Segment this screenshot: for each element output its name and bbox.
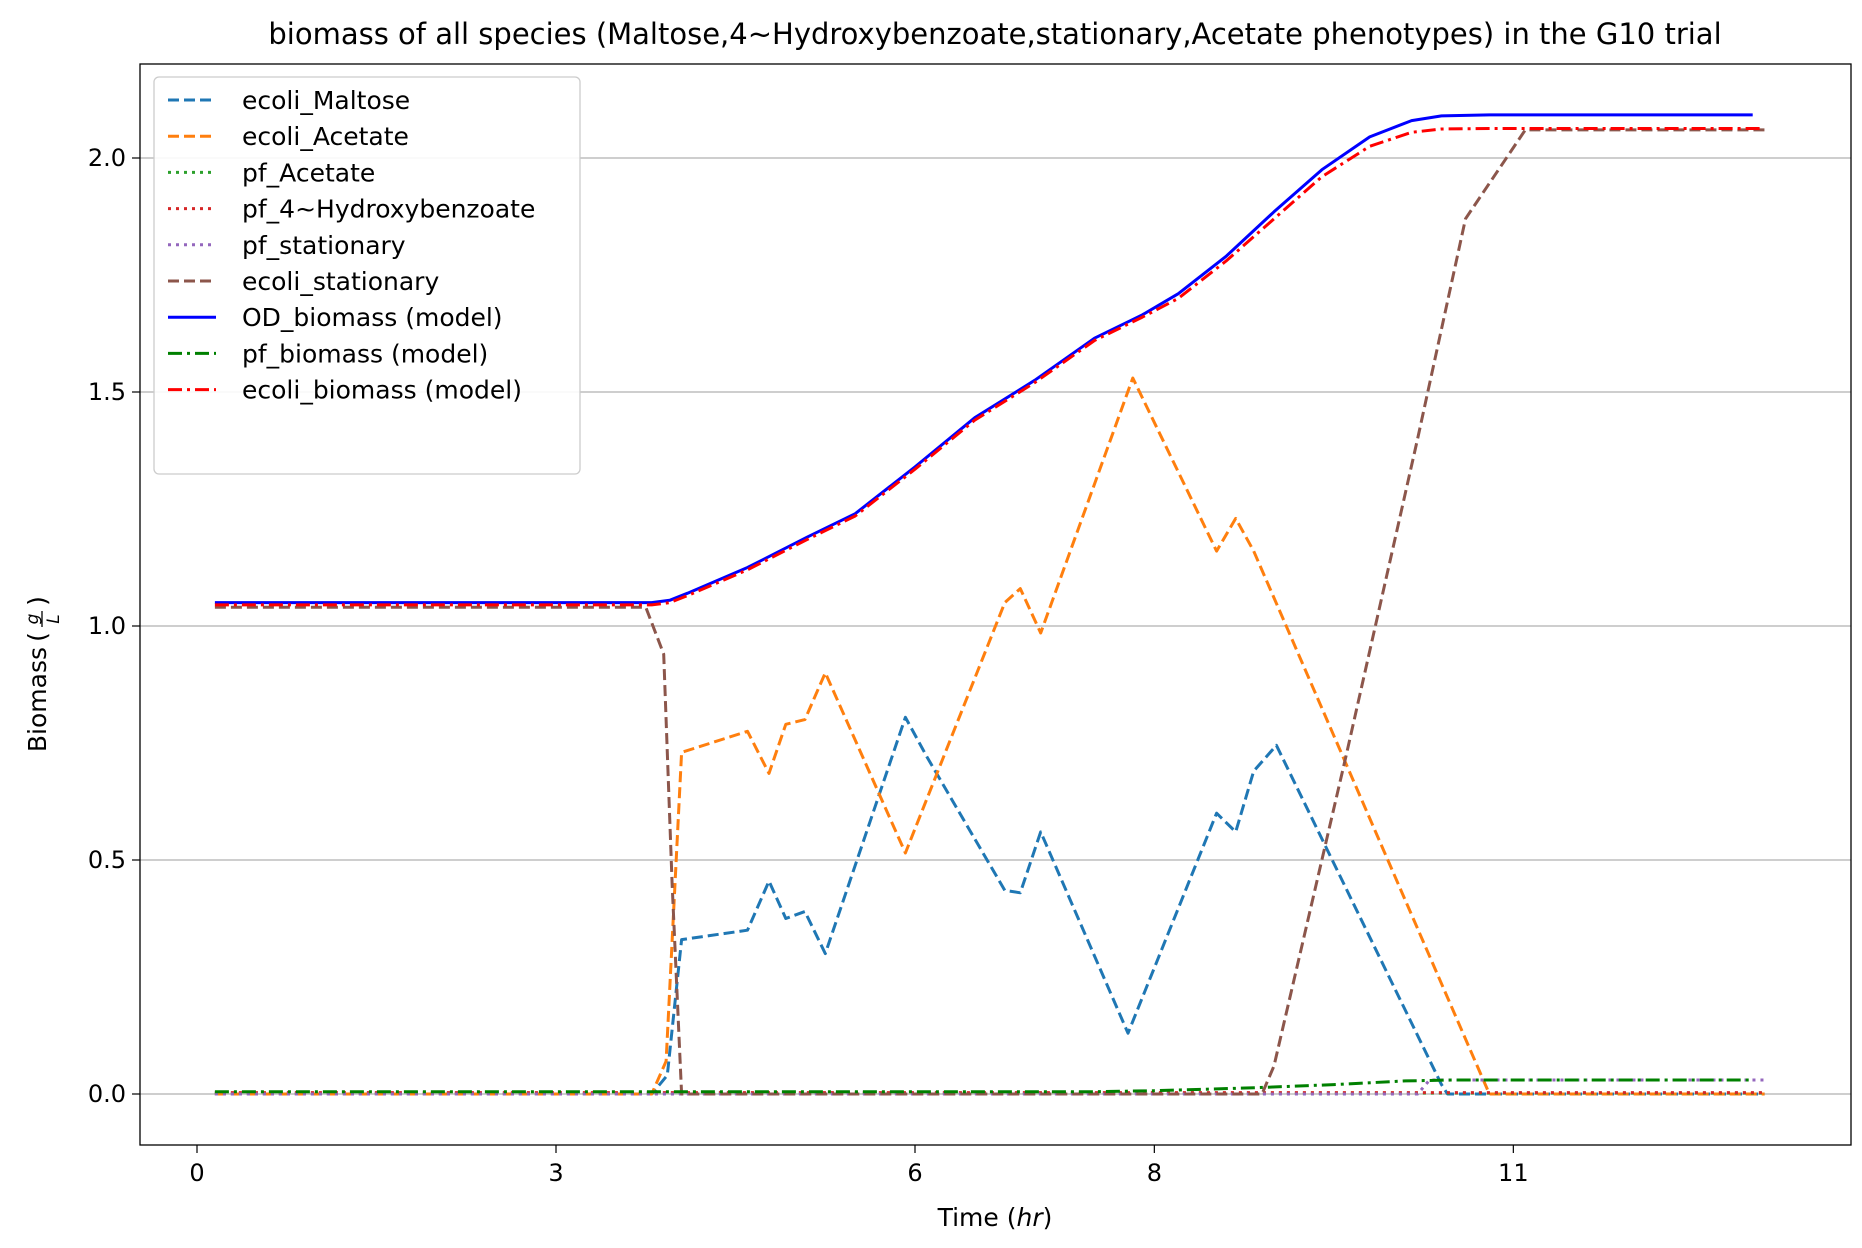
legend: ecoli_Maltose ecoli_Acetate pf_Acetate pf_4…: [153, 76, 581, 475]
x-tick-label-0: 0: [189, 1159, 204, 1187]
series-line-ecoli-biomass-model: [214, 127, 1765, 607]
series-line-od-biomass-model: [214, 113, 1753, 605]
y-axis-ticks: 0.0 0.5 1.0 1.5 2.0: [88, 144, 140, 1108]
y-tick-label-3: 1.5: [88, 378, 126, 406]
y-axis-unit-denominator: L: [44, 614, 64, 623]
chart-title: biomass of all species (Maltose,4~Hydrox…: [268, 17, 1721, 51]
svg-text:(: (: [23, 632, 52, 642]
y-tick-label-2: 1.0: [88, 612, 126, 640]
legend-label-od-biomass-model: OD_biomass (model): [242, 303, 503, 332]
x-tick-label-3: 8: [1147, 1159, 1162, 1187]
series-line-pf-biomass-model: [214, 1078, 1753, 1094]
y-axis-label: Biomass ( g L ): [23, 596, 64, 752]
x-axis-label: Time (hr): [937, 1203, 1053, 1232]
y-tick-label-1: 0.5: [88, 846, 126, 874]
legend-label-ecoli-acetate: ecoli_Acetate: [242, 122, 409, 151]
x-tick-label-2: 6: [907, 1159, 922, 1187]
svg-text:): ): [23, 596, 52, 606]
y-axis-label-text: Biomass: [23, 647, 52, 752]
series-layer: [214, 113, 1765, 1096]
y-axis-unit-numerator: g: [23, 613, 43, 624]
legend-label-ecoli-biomass-model: ecoli_biomass (model): [242, 376, 522, 405]
legend-label-ecoli-maltose: ecoli_Maltose: [242, 86, 410, 115]
y-tick-label-0: 0.0: [88, 1080, 126, 1108]
plot-frame: [139, 63, 1852, 1146]
y-tick-label-4: 2.0: [88, 144, 126, 172]
x-tick-label-1: 3: [548, 1159, 563, 1187]
x-axis-ticks: 0 3 6 8 11: [189, 1145, 1529, 1187]
series-line-ecoli-acetate: [214, 376, 1765, 1096]
series-line-ecoli-maltose: [214, 715, 1765, 1096]
series-line-pf-stationary: [214, 1078, 1765, 1096]
legend-label-pf-4-hydroxybenzoate: pf_4~Hydroxybenzoate: [242, 195, 535, 224]
series-line-ecoli-stationary: [214, 128, 1765, 1096]
legend-box: [153, 76, 581, 475]
x-tick-label-4: 11: [1498, 1159, 1529, 1187]
legend-label-pf-acetate: pf_Acetate: [242, 158, 375, 187]
legend-label-pf-stationary: pf_stationary: [242, 231, 406, 260]
legend-label-ecoli-stationary: ecoli_stationary: [242, 267, 439, 296]
legend-label-pf-biomass-model: pf_biomass (model): [242, 339, 488, 368]
